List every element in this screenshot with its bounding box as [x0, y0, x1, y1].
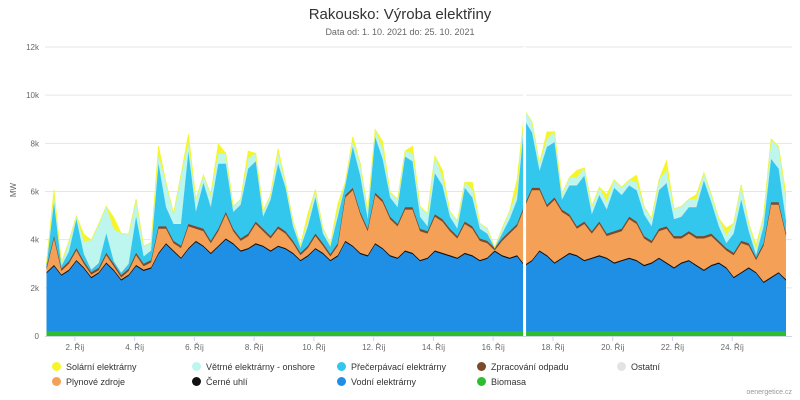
x-tick-label: 10. Říj	[302, 343, 325, 352]
series-line-vodni-elektrarny	[46, 239, 787, 284]
legend-item-gas[interactable]: Plynové zdroje	[52, 375, 192, 388]
legend-dot-hard-coal	[192, 377, 201, 386]
chart-subtitle: Data od: 1. 10. 2021 do: 25. 10. 2021	[325, 27, 475, 37]
legend-item-solar[interactable]: Solární elektrárny	[52, 360, 192, 373]
legend-dot-other	[617, 362, 626, 371]
x-tick-label: 8. Říj	[245, 343, 264, 352]
y-tick-label: 4k	[31, 236, 40, 245]
series-area-vodni-elektrarny	[46, 239, 786, 332]
legend-dot-waste	[477, 362, 486, 371]
legend-dot-hydro	[337, 377, 346, 386]
y-tick-label: 2k	[31, 284, 40, 293]
legend-item-waste[interactable]: Zpracování odpadu	[477, 360, 617, 373]
data-gap	[523, 47, 527, 336]
x-tick-label: 20. Říj	[601, 343, 624, 352]
axis-layer: 0 2k 4k 6k 8k 10k 12k 2. Říj 4. Říj 6. Říj 8. Říj 1…	[26, 43, 792, 352]
legend-label-hydro: Vodní elektrárny	[351, 376, 417, 387]
legend-label-solar: Solární elektrárny	[66, 361, 137, 372]
x-tick-label: 24. Říj	[721, 343, 744, 352]
x-tick-label: 12. Říj	[362, 343, 385, 352]
legend-label-waste: Zpracování odpadu	[491, 361, 569, 372]
legend-dot-pumped-storage	[337, 362, 346, 371]
x-tick-label: 22. Říj	[661, 343, 684, 352]
legend-label-gas: Plynové zdroje	[66, 376, 126, 387]
credit-link[interactable]: oenergetice.cz	[746, 389, 792, 396]
x-tick-label: 4. Říj	[125, 343, 144, 352]
series-area-plynove-zdroje	[46, 190, 786, 282]
legend-label-pumped-storage: Přečerpávací elektrárny	[351, 361, 447, 372]
legend-item-wind[interactable]: Větrné elektrárny - onshore	[192, 360, 337, 373]
legend-dot-biomass	[477, 377, 486, 386]
legend-label-other: Ostatní	[631, 361, 661, 372]
y-tick-label: 12k	[26, 43, 40, 52]
legend: Solární elektrárny Větrné elektrárny - o…	[52, 360, 752, 388]
legend-label-biomass: Biomasa	[491, 376, 527, 387]
series-area-biomasa	[46, 331, 786, 336]
legend-dot-wind	[192, 362, 201, 371]
y-tick-label: 8k	[31, 139, 40, 148]
legend-dot-gas	[52, 377, 61, 386]
x-tick-label: 6. Říj	[185, 343, 204, 352]
legend-item-hydro[interactable]: Vodní elektrárny	[337, 375, 477, 388]
legend-item-pumped-storage[interactable]: Přečerpávací elektrárny	[337, 360, 477, 373]
y-axis-title: MW	[9, 182, 18, 197]
x-tick-label: 16. Říj	[482, 343, 505, 352]
y-tick-label: 6k	[31, 188, 40, 197]
legend-dot-solar	[52, 362, 61, 371]
area-layer	[46, 47, 787, 336]
x-tick-label: 14. Říj	[422, 343, 445, 352]
x-tick-label: 18. Říj	[541, 343, 564, 352]
legend-label-hard-coal: Černé uhlí	[206, 376, 248, 387]
y-tick-label: 10k	[26, 91, 40, 100]
chart-title: Rakousko: Výroba elektřiny	[308, 6, 492, 23]
series-area-precerpavaci-elektrarny	[46, 120, 786, 276]
legend-label-wind: Větrné elektrárny - onshore	[206, 361, 316, 372]
y-tick-label: 0	[35, 332, 40, 341]
legend-item-hard-coal[interactable]: Černé uhlí	[192, 375, 337, 388]
x-tick-label: 2. Říj	[66, 343, 85, 352]
series-line-solarni-elektrarny	[46, 108, 787, 264]
legend-item-biomass[interactable]: Biomasa	[477, 375, 617, 388]
legend-item-other[interactable]: Ostatní	[617, 360, 737, 373]
